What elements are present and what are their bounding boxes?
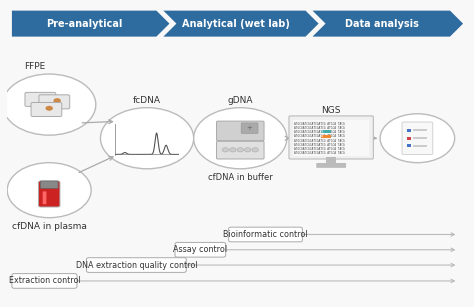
Text: cfDNA in buffer: cfDNA in buffer: [208, 173, 273, 182]
Text: Analytical (wet lab): Analytical (wet lab): [182, 19, 290, 29]
Text: AT: AT: [321, 134, 324, 138]
FancyBboxPatch shape: [43, 191, 46, 204]
Text: cfDNA in plasma: cfDNA in plasma: [12, 222, 87, 231]
Text: ATGCGATCGCATCGATCG ATGCA TACG: ATGCGATCGCATCGATCG ATGCA TACG: [294, 151, 345, 156]
FancyBboxPatch shape: [321, 134, 331, 138]
Circle shape: [54, 98, 61, 103]
FancyBboxPatch shape: [217, 141, 264, 159]
Text: ATGCGATCGCATCGATCG ATGCA TACG: ATGCGATCGCATCGATCG ATGCA TACG: [294, 134, 345, 138]
Circle shape: [100, 108, 194, 169]
Text: Data analysis: Data analysis: [346, 19, 419, 29]
Text: ATGCGATCGCATCGATCG ATGCA TACG: ATGCGATCGCATCGATCG ATGCA TACG: [294, 143, 345, 147]
Text: DNA extraction quality control: DNA extraction quality control: [75, 261, 197, 270]
FancyBboxPatch shape: [289, 116, 374, 159]
Text: ATGCGATCGCATCGATCG ATGCA TACG: ATGCGATCGCATCGATCG ATGCA TACG: [294, 130, 345, 134]
Text: ATGCGATCGCATCGATCG ATGCA TACG: ATGCGATCGCATCGATCG ATGCA TACG: [294, 147, 345, 151]
Text: FFPE: FFPE: [25, 62, 46, 71]
Circle shape: [237, 148, 244, 152]
Circle shape: [7, 163, 91, 218]
Circle shape: [229, 148, 236, 152]
Text: Extraction control: Extraction control: [9, 276, 80, 286]
Bar: [413, 129, 427, 131]
FancyBboxPatch shape: [402, 122, 433, 154]
FancyBboxPatch shape: [175, 243, 226, 257]
Bar: [327, 157, 336, 165]
Text: ATGCGATCGCATCGATCG ATGCA TACG: ATGCGATCGCATCGATCG ATGCA TACG: [294, 122, 345, 126]
Text: fcDNA: fcDNA: [133, 95, 161, 104]
FancyBboxPatch shape: [39, 95, 70, 109]
Bar: [413, 145, 427, 147]
Circle shape: [222, 148, 228, 152]
Circle shape: [380, 114, 455, 163]
Circle shape: [2, 74, 96, 135]
Circle shape: [39, 96, 47, 101]
Text: ATGCGATCGCATCGATCG ATGCA TACG: ATGCGATCGCATCGATCG ATGCA TACG: [294, 126, 345, 130]
Text: +: +: [246, 125, 253, 131]
FancyBboxPatch shape: [217, 121, 264, 141]
FancyBboxPatch shape: [241, 123, 258, 133]
FancyBboxPatch shape: [12, 274, 77, 288]
Text: ATGCGATCGCATCGATCG ATGCA TACG: ATGCGATCGCATCGATCG ATGCA TACG: [294, 139, 345, 143]
FancyBboxPatch shape: [316, 163, 346, 168]
Circle shape: [194, 108, 287, 169]
Text: Bioinformatic control: Bioinformatic control: [223, 230, 308, 239]
Text: NGS: NGS: [321, 106, 341, 115]
Polygon shape: [164, 11, 319, 37]
Circle shape: [252, 148, 258, 152]
Polygon shape: [312, 11, 463, 37]
FancyBboxPatch shape: [321, 130, 331, 133]
Text: gDNA: gDNA: [228, 95, 253, 104]
Circle shape: [46, 106, 53, 111]
Bar: [407, 137, 411, 140]
Bar: [407, 144, 411, 147]
FancyBboxPatch shape: [25, 92, 56, 107]
FancyBboxPatch shape: [38, 181, 60, 207]
Circle shape: [245, 148, 251, 152]
FancyBboxPatch shape: [228, 227, 302, 242]
FancyBboxPatch shape: [293, 120, 369, 156]
Text: Assay control: Assay control: [173, 245, 228, 254]
Bar: [407, 129, 411, 132]
FancyBboxPatch shape: [31, 103, 62, 117]
Text: TC: TC: [321, 130, 324, 134]
Polygon shape: [12, 11, 169, 37]
Text: Pre-analytical: Pre-analytical: [46, 19, 122, 29]
FancyBboxPatch shape: [40, 181, 58, 188]
FancyBboxPatch shape: [86, 258, 186, 272]
Bar: [413, 137, 427, 139]
